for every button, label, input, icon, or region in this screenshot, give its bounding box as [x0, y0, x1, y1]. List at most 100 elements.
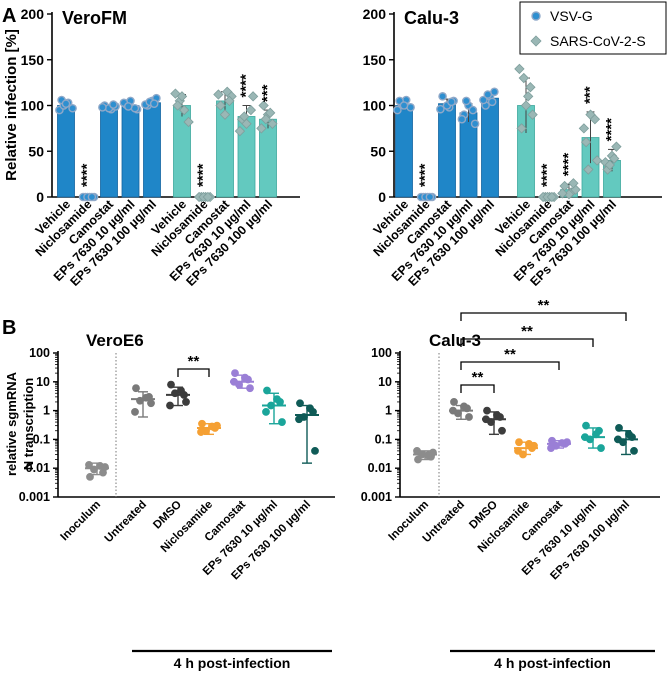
- data-point: [215, 100, 226, 111]
- group-label: 4 h post-infection: [174, 655, 291, 671]
- data-point: [460, 402, 468, 411]
- data-point: [213, 89, 224, 100]
- data-point: [241, 373, 249, 382]
- significance-label: ****: [603, 118, 620, 142]
- y-tick-label: 0: [36, 189, 44, 205]
- data-point: [609, 153, 620, 164]
- panel-title: VeroE6: [86, 331, 144, 350]
- panel-title: Calu-3: [429, 331, 481, 350]
- data-point: [614, 435, 622, 444]
- data-point: [487, 97, 497, 107]
- data-point: [583, 164, 594, 175]
- data-point: [306, 404, 314, 413]
- data-point: [230, 377, 238, 386]
- data-point: [245, 104, 257, 116]
- data-point: [176, 91, 188, 102]
- data-point: [625, 430, 633, 439]
- panel-label-a: A: [2, 5, 16, 27]
- significance-label: ***: [582, 86, 599, 104]
- data-point: [581, 433, 589, 442]
- data-point: [582, 421, 590, 430]
- bar: [100, 106, 118, 198]
- data-point: [267, 401, 275, 410]
- y-tick-label: 100: [371, 346, 392, 360]
- data-point: [516, 123, 527, 134]
- data-point: [85, 461, 93, 469]
- data-point: [525, 439, 533, 448]
- y-tick-label: 0.001: [19, 490, 50, 504]
- bar: [143, 102, 161, 198]
- data-point: [131, 408, 139, 416]
- x-tick-label: Inoculum: [58, 499, 103, 544]
- data-point: [597, 444, 605, 452]
- legend-marker-vsv: [531, 11, 541, 21]
- significance-label: ***: [259, 84, 276, 102]
- significance-bracket: [460, 361, 560, 370]
- data-point: [86, 472, 94, 481]
- data-point: [523, 91, 534, 102]
- data-point: [247, 91, 259, 102]
- y-tick-label: 100: [29, 346, 50, 360]
- group-label: 4 h post-infection: [494, 655, 611, 671]
- y-tick-label: 0.1: [375, 432, 392, 446]
- data-point: [208, 422, 216, 431]
- data-point: [273, 395, 281, 404]
- data-point: [311, 446, 319, 455]
- significance-label: ****: [79, 163, 96, 187]
- data-point: [520, 100, 532, 111]
- data-point: [202, 191, 214, 203]
- significance-bracket: [460, 338, 594, 347]
- data-point: [124, 102, 133, 111]
- data-point: [591, 155, 603, 166]
- legend-marker-sars: [530, 35, 542, 47]
- y-tick-label: 200: [363, 6, 387, 22]
- data-point: [483, 406, 491, 415]
- data-point: [482, 415, 490, 424]
- y-tick-label: 50: [28, 143, 44, 159]
- data-point: [219, 109, 231, 120]
- significance-bracket: [460, 312, 627, 321]
- bar: [438, 103, 456, 198]
- data-point: [68, 103, 77, 113]
- data-point: [447, 97, 456, 107]
- y-axis-label-line1: relative sgmRNA: [4, 371, 19, 476]
- data-point: [611, 141, 622, 152]
- data-point: [177, 386, 185, 395]
- significance-label: ****: [539, 163, 556, 187]
- legend-label-sars: SARS-CoV-2-S: [550, 33, 646, 49]
- data-point: [461, 96, 471, 106]
- y-tick-label: 150: [21, 52, 45, 68]
- significance-label: ****: [560, 153, 577, 177]
- data-point: [179, 104, 190, 116]
- significance-label: **: [538, 297, 550, 314]
- data-point: [132, 384, 140, 393]
- data-point: [515, 438, 523, 447]
- data-point: [414, 455, 422, 464]
- data-point: [96, 462, 104, 470]
- significance-label: **: [521, 323, 533, 340]
- data-point: [413, 446, 421, 455]
- data-point: [589, 114, 601, 125]
- data-point: [557, 188, 568, 199]
- y-tick-label: 200: [21, 6, 45, 22]
- y-tick-label: 0: [378, 189, 386, 205]
- y-tick-label: 1: [43, 404, 50, 418]
- y-tick-label: 0.1: [33, 432, 50, 446]
- y-tick-label: 1: [385, 404, 392, 418]
- data-point: [592, 430, 600, 439]
- y-tick-label: 10: [36, 375, 50, 389]
- data-point: [425, 192, 435, 202]
- data-point: [234, 125, 246, 137]
- y-tick-label: 150: [363, 52, 387, 68]
- data-point: [172, 100, 183, 111]
- data-point: [260, 114, 271, 125]
- significance-bracket: [460, 384, 495, 393]
- data-point: [61, 99, 71, 108]
- data-point: [479, 95, 488, 105]
- data-point: [568, 178, 579, 189]
- data-point: [525, 82, 536, 93]
- data-point: [527, 109, 538, 120]
- data-point: [90, 465, 98, 474]
